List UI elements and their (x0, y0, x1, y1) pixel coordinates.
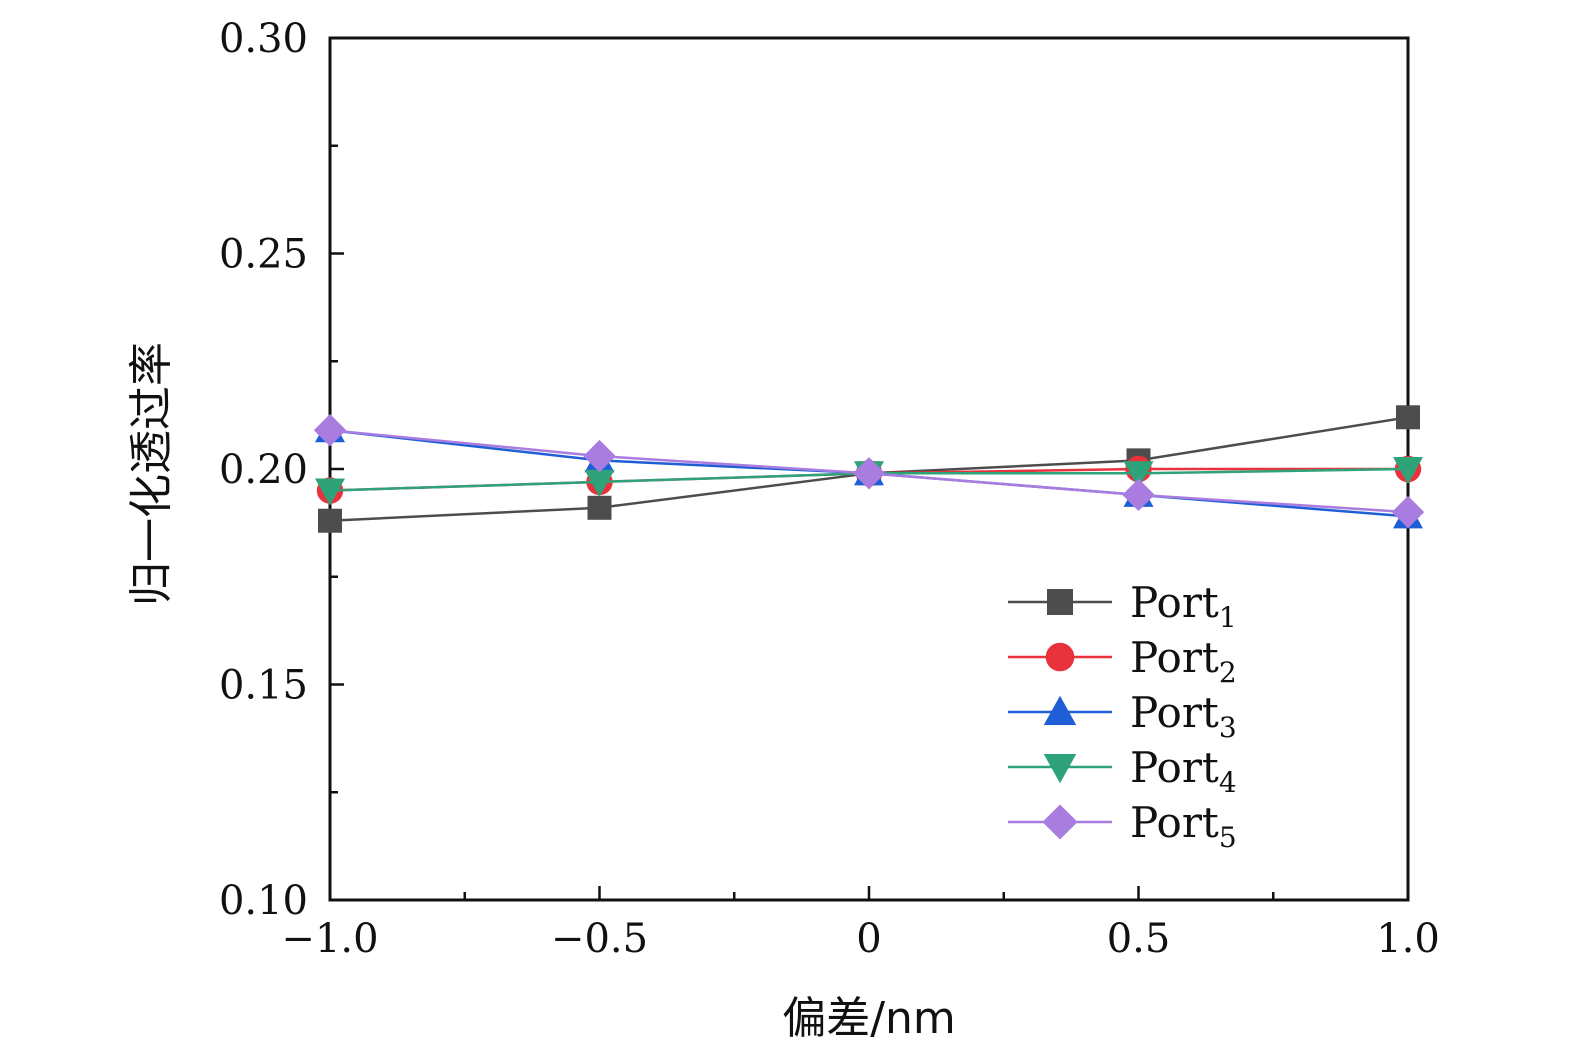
legend-label: Port3 (1130, 688, 1237, 744)
legend-marker (1043, 695, 1077, 725)
x-tick-label: −0.5 (551, 916, 648, 962)
x-tick-label: 0 (856, 916, 881, 962)
y-tick-label: 0.20 (219, 447, 308, 493)
y-tick-label: 0.30 (219, 16, 308, 62)
y-tick-label: 0.25 (219, 232, 308, 278)
y-tick-label: 0.15 (219, 663, 308, 709)
data-point (587, 495, 612, 520)
series-layer (313, 405, 1425, 533)
legend-entry: Port5 (1008, 798, 1237, 854)
legend-entry: Port3 (1008, 688, 1237, 744)
legend-entry: Port1 (1008, 578, 1237, 634)
legend-label: Port4 (1130, 743, 1237, 799)
x-tick-label: 1.0 (1376, 916, 1440, 962)
data-point (1393, 457, 1423, 484)
data-point (1396, 405, 1420, 430)
x-tick-label: −1.0 (281, 916, 378, 962)
axes: 0.10 0.15 0.20 0.25 0.30 −1.0 −0.5 0 0.5 1.0 (219, 16, 1440, 962)
legend-marker (1042, 804, 1078, 840)
legend-label: Port1 (1130, 578, 1237, 634)
series-port5 (313, 414, 1425, 529)
data-point (583, 439, 616, 473)
legend-label: Port2 (1130, 633, 1237, 689)
data-point (1123, 461, 1154, 489)
x-axis-title: 偏差/nm (782, 993, 956, 1044)
legend-marker (1045, 642, 1075, 672)
data-point (1391, 495, 1425, 529)
y-tick-label: 0.10 (219, 878, 308, 924)
data-point (584, 469, 615, 497)
x-tick-label: 0.5 (1107, 916, 1171, 962)
data-point (852, 457, 886, 490)
legend-marker (1043, 754, 1077, 784)
data-point (315, 478, 345, 506)
legend-entry: Port2 (1008, 633, 1237, 689)
data-point (318, 508, 342, 533)
legend-marker (1047, 589, 1073, 615)
legend-label: Port5 (1130, 798, 1237, 854)
y-axis-title: 归一化透过率 (126, 342, 177, 606)
data-point (1122, 478, 1155, 512)
legend-entry: Port4 (1008, 743, 1237, 799)
data-point (313, 414, 347, 447)
